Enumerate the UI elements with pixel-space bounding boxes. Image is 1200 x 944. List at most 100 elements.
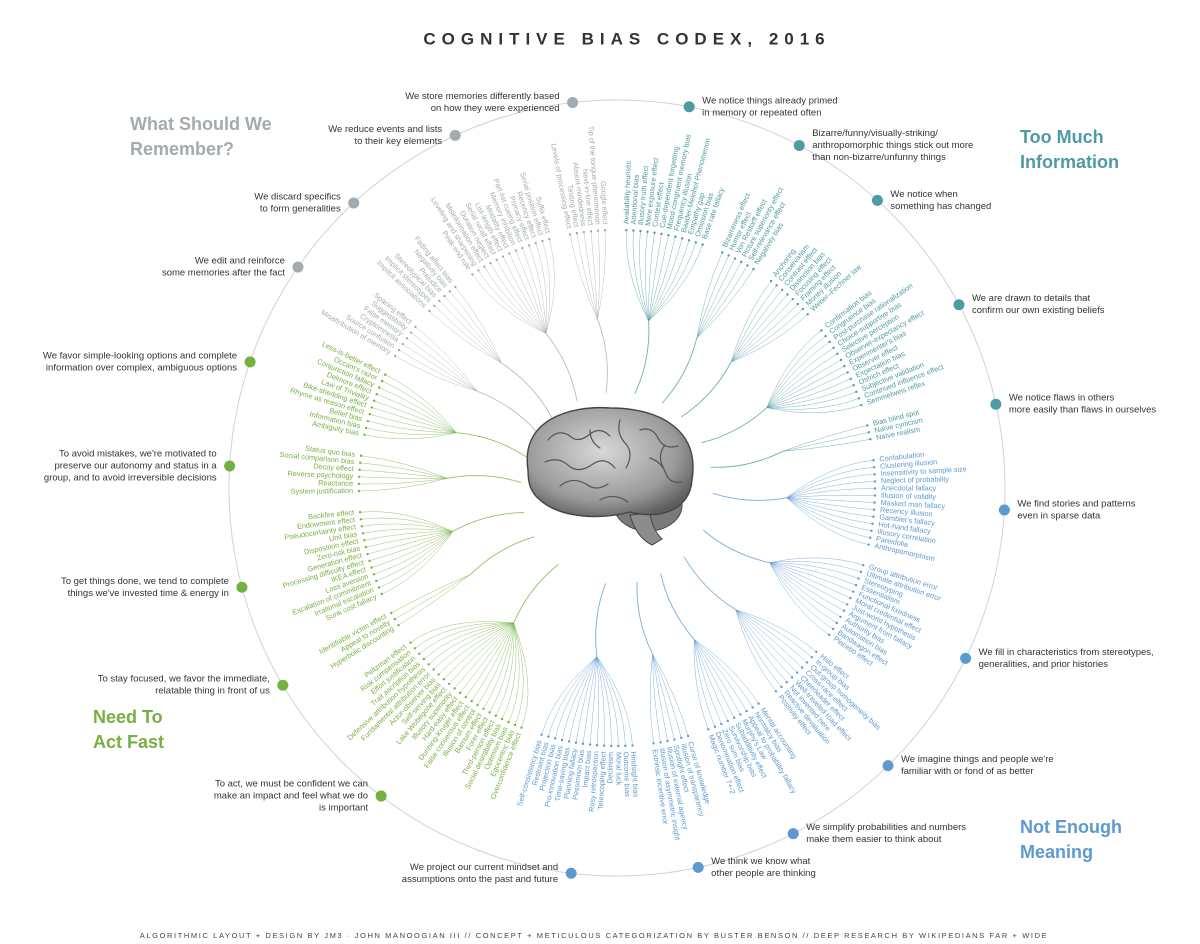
group-statement: We notice flaws in others [1009,393,1115,404]
branch [583,232,598,320]
bias-dot [514,249,518,252]
branch [693,639,735,718]
branch [489,622,514,713]
group-dot [998,504,1010,516]
bias-label: Decoy effect [313,462,354,474]
branch [522,247,547,334]
group-statement: We favor simple-looking options and comp… [43,350,237,361]
branch [644,231,649,322]
branch [786,497,872,532]
bias-dot [852,384,855,387]
branch [513,622,529,728]
bias-dot [861,563,865,567]
bias-dot [757,702,760,705]
branch [696,261,742,339]
branch [735,609,798,673]
branch [693,639,716,727]
branch [501,622,517,720]
bias-dot [849,596,852,600]
group-dot [871,194,883,206]
quadrant-title: What Should We [130,114,272,134]
bias-dot [831,627,835,631]
branch [360,517,453,532]
bias-label: Recency illusion [880,505,933,518]
branch [576,233,598,320]
group-statement: We discard specifics [254,192,341,203]
bias-dot [839,615,842,619]
group-dot [449,129,461,141]
bias-dot [437,673,440,676]
branch [769,562,837,624]
bias-dot [358,511,362,514]
branch [597,230,600,320]
branch [786,481,875,498]
branch [360,462,448,479]
bias-dot [746,264,749,267]
bias-dot [639,229,642,233]
branch [652,654,668,742]
bias-dot [791,297,794,301]
branch-trunk [447,475,522,483]
branch [596,656,612,746]
branch [371,531,453,568]
branch [575,656,598,743]
branch [378,531,453,588]
bias-dot [857,397,861,400]
bias-dot [785,681,789,684]
bias-dot [359,461,362,464]
branch [648,238,683,322]
branch [541,656,598,735]
branch [596,656,626,746]
branch [359,478,448,492]
branch [376,531,453,582]
branch [694,639,747,712]
bias-dot [488,711,491,714]
group-dot [224,460,236,472]
branch [398,349,478,392]
bias-dot [358,475,361,479]
branch [374,400,457,433]
bias-dot [560,738,564,742]
bias-dot [769,279,773,283]
branch-trunk [683,556,736,611]
branch [648,242,697,322]
branch [782,432,869,452]
bias-dot [666,739,669,743]
group-statement: is important [319,803,368,814]
quadrant-title: Information [1020,152,1119,172]
bias-dot [364,426,368,430]
bias-dot [596,229,600,232]
branch [483,622,514,709]
group-statement: We reduce events and lists [328,124,442,135]
branch [410,332,478,392]
brain [526,406,694,546]
bias-dot [726,719,730,723]
branch [730,289,783,363]
branch [652,654,689,737]
bias-dot [854,583,858,587]
bias-dot [828,340,831,344]
group-dot [882,760,894,772]
bias-dot [872,515,875,518]
branch [535,243,548,334]
group-statement: anthropomorphic things stick out more [812,140,973,151]
branch [448,622,514,685]
branch-trunk [702,529,770,564]
bias-dot [368,413,371,416]
branch [484,266,547,334]
group-statement: other people are thinking [711,868,816,879]
branch [472,274,547,334]
bias-dot [873,480,877,483]
branch [766,359,842,408]
branch [648,235,669,322]
bias-dot [527,244,531,247]
branch [735,609,793,678]
branch [496,259,547,334]
bias-dot [520,726,523,729]
bias-dot [547,735,550,738]
branch [730,294,788,363]
bias-dot [786,293,789,296]
fans [357,228,877,748]
branch-trunk [636,581,653,655]
